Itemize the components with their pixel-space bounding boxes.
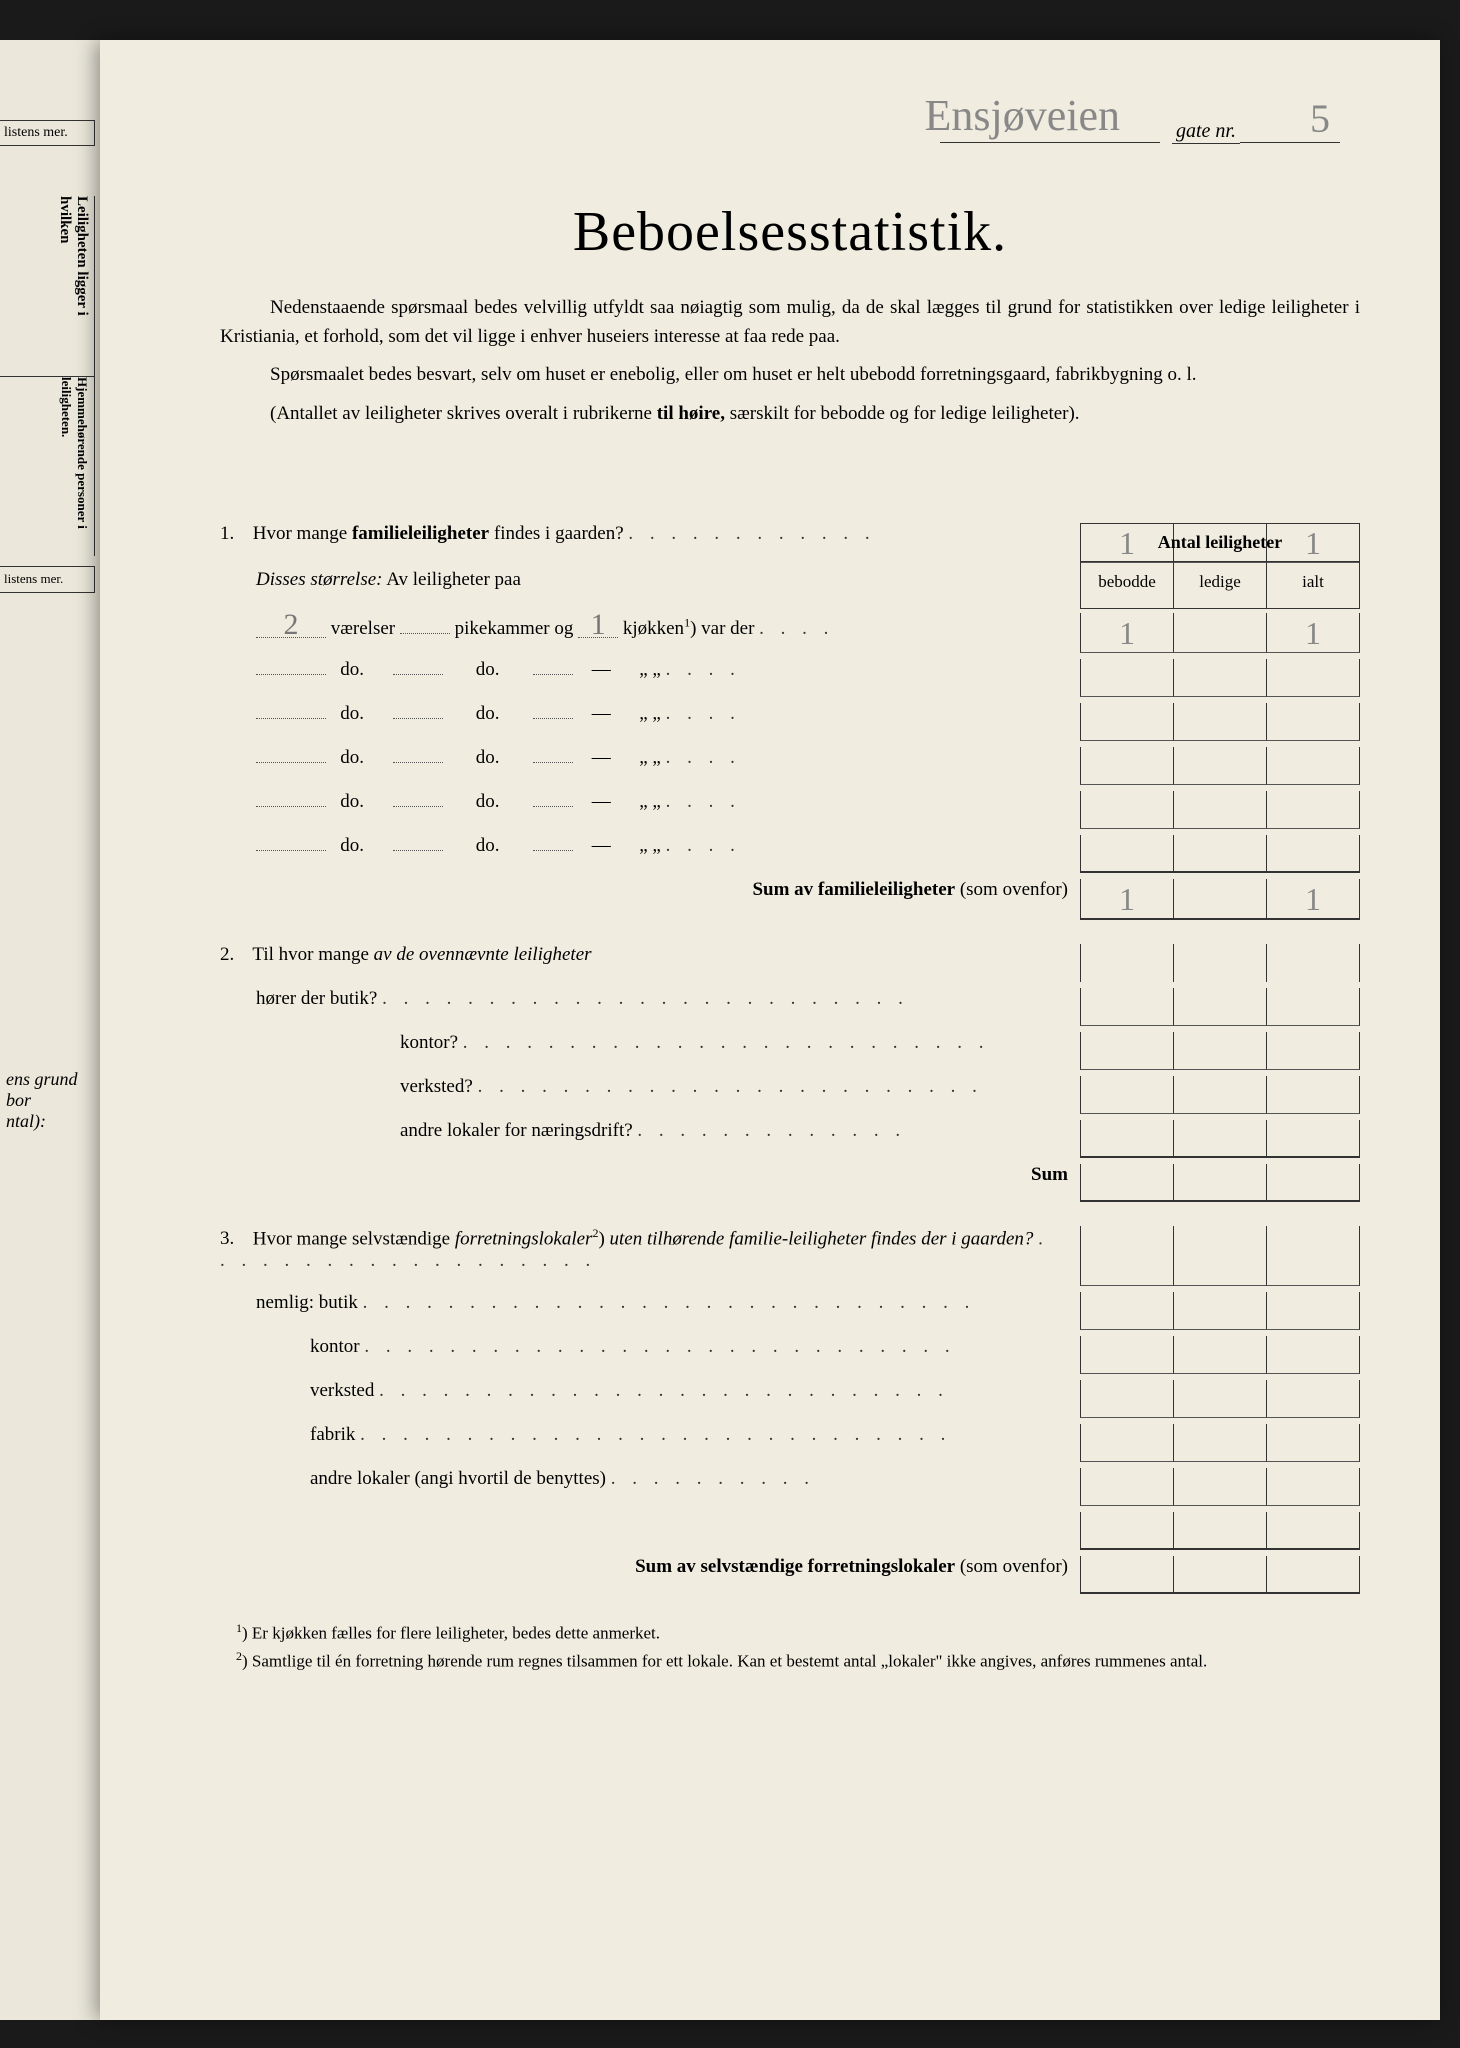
left-label-1: listens mer.: [4, 125, 68, 140]
q3-text-a: Hvor mange selvstændige: [253, 1228, 455, 1249]
q3-l4: fabrik: [310, 1424, 355, 1445]
handwritten-number: 5: [1310, 95, 1330, 142]
q1-r1-k: kjøkken: [623, 618, 684, 639]
q2-l2: kontor?: [400, 1032, 458, 1053]
q3-sum-b: (som ovenfor): [955, 1556, 1068, 1577]
document-page: Ensjøveien gate nr. 5 Beboelsesstatistik…: [100, 40, 1440, 2020]
q1-r1-p: pikekammer og: [455, 618, 574, 639]
q3-l3: verksted: [310, 1380, 374, 1401]
q3-l5: andre lokaler (angi hvortil de benyttes): [310, 1468, 606, 1489]
left-label-3: Hjemmehørende personer i leiligheten.: [58, 377, 90, 547]
main-body: Antal leiligheter bebodde ledige ialt 1.…: [220, 523, 1360, 1594]
q3-l2: kontor: [310, 1336, 360, 1357]
q3-text-b: forretningslokaler: [455, 1228, 593, 1249]
q2-sum: Sum: [1031, 1164, 1068, 1185]
q2-l4: andre lokaler for næringsdrift?: [400, 1120, 633, 1141]
q1-sum-b: (som ovenfor): [955, 879, 1068, 900]
q1-r1-c1: 1: [1080, 613, 1173, 653]
q1-text-c: findes i gaarden?: [489, 523, 624, 544]
q1-sum-c1: 1: [1080, 879, 1173, 920]
gate-label: gate nr.: [1172, 120, 1240, 144]
q3-num: 3.: [220, 1228, 248, 1250]
table-header-title: Antal leiligheter: [1080, 523, 1360, 562]
col-bebodde: bebodde: [1081, 562, 1174, 608]
q3-sum-a: Sum av selvstændige forretningslokaler: [635, 1556, 955, 1577]
q1-text-a: Hvor mange: [253, 523, 352, 544]
page-title: Beboelsesstatistik.: [220, 200, 1360, 264]
table-header: Antal leiligheter bebodde ledige ialt: [1080, 523, 1360, 609]
left-label-5: ntal):: [6, 1111, 46, 1131]
col-ialt: ialt: [1267, 562, 1359, 608]
q1-sum-c3: 1: [1266, 879, 1360, 920]
left-page-strip: listens mer. Leiligheten ligger i hvilke…: [0, 40, 100, 2020]
q1-r1-e: var der: [701, 618, 754, 639]
questions: 1. Hvor mange familieleiligheter findes …: [220, 523, 1360, 1594]
left-label-4: ens grund bor: [6, 1069, 78, 1110]
header: Ensjøveien gate nr. 5: [220, 100, 1360, 180]
q2-l3: verksted?: [400, 1076, 473, 1097]
q2-text-a: Til hvor mange: [252, 944, 373, 965]
number-underline: [1240, 142, 1340, 143]
left-label-1b: listens mer.: [4, 571, 63, 586]
q1-text-b: familieleiligheter: [352, 523, 489, 544]
intro-p1: Nedenstaaende spørsmaal bedes velvillig …: [220, 294, 1360, 351]
q1-r1-vhw: 2: [256, 613, 326, 638]
intro-p2: Spørsmaalet bedes besvart, selv om huset…: [220, 361, 1360, 390]
q1-r1-phw: 1: [578, 613, 618, 638]
q1-sum-a: Sum av familieleiligheter: [752, 879, 955, 900]
footnote-2: Samtlige til én forretning hørende rum r…: [252, 1652, 1207, 1671]
q1-size-label: Disses størrelse:: [256, 569, 383, 590]
q2-num: 2.: [220, 944, 248, 966]
q2-l1: hører der butik?: [256, 988, 377, 1009]
q2-text-b: av de ovennævnte leiligheter: [374, 944, 592, 965]
left-label-2: Leiligheten ligger i hvilken: [56, 196, 90, 316]
footnotes: 1) Er kjøkken fælles for flere leilighet…: [220, 1619, 1360, 1675]
dots: . . . . . . . . . . . .: [628, 523, 875, 544]
q1-r1-v: værelser: [331, 618, 395, 639]
intro-p3: (Antallet av leiligheter skrives overalt…: [220, 400, 1360, 429]
handwritten-street: Ensjøveien: [924, 90, 1120, 141]
q3-l1: nemlig: butik: [256, 1292, 358, 1313]
street-underline: [940, 142, 1160, 143]
q1-r1-c3: 1: [1266, 613, 1360, 653]
q1-size-text: Av leiligheter paa: [386, 569, 521, 590]
col-ledige: ledige: [1174, 562, 1267, 608]
footnote-1: Er kjøkken fælles for flere leiligheter,…: [252, 1624, 660, 1643]
q1-num: 1.: [220, 523, 248, 545]
q3-text-c: uten tilhørende familie-leiligheter find…: [605, 1228, 1034, 1249]
